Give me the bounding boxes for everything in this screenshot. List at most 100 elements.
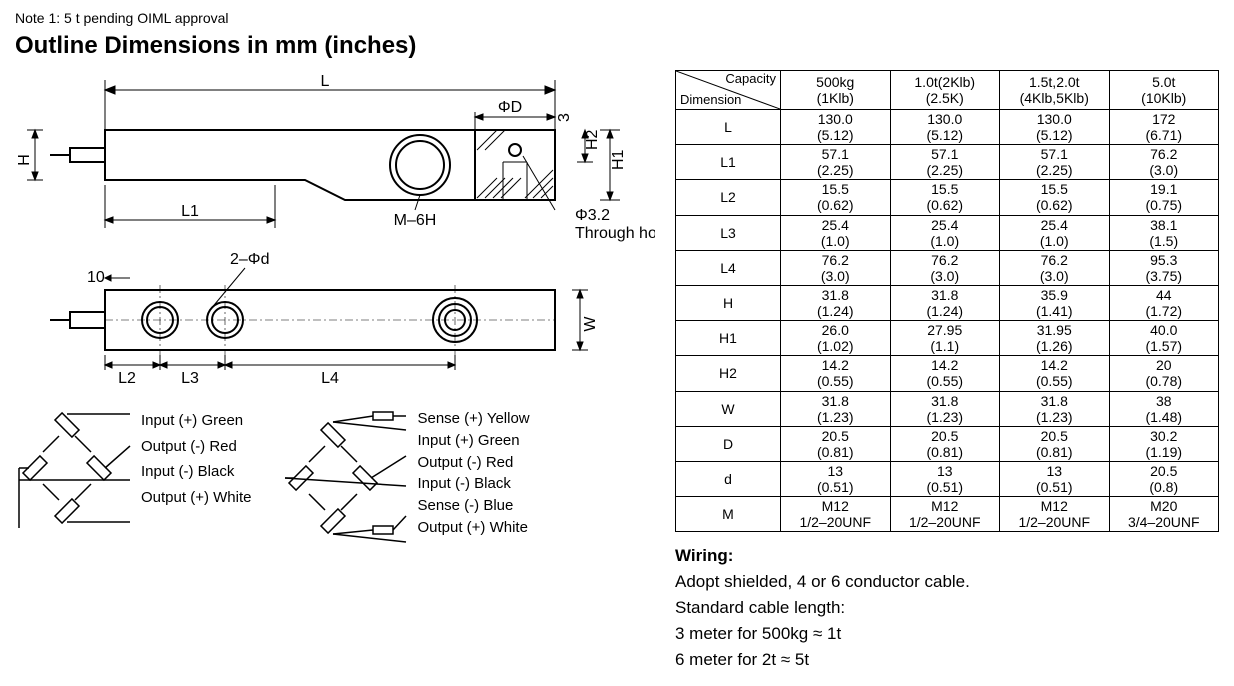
wiring-diagrams: Input (+) Green Output (-) Red Input (-)… [15, 408, 655, 548]
dim-cell: 95.3(3.75) [1109, 250, 1219, 285]
dim-cell: 27.95(1.1) [890, 321, 1000, 356]
dim-cell: 13(0.51) [890, 461, 1000, 496]
wire-label: Sense (-) Blue [417, 495, 529, 517]
dim-cell: 172(6.71) [1109, 110, 1219, 145]
svg-text:2–Φd: 2–Φd [230, 251, 269, 268]
dim-cell: 40.0(1.57) [1109, 321, 1219, 356]
dim-cell: 20.5(0.8) [1109, 461, 1219, 496]
row-name: W [676, 391, 781, 426]
wiring-line: Adopt shielded, 4 or 6 conductor cable. [675, 572, 1219, 592]
dim-cell: 25.4(1.0) [1000, 215, 1110, 250]
wiring-text: Adopt shielded, 4 or 6 conductor cable. … [675, 572, 1219, 670]
svg-text:H1: H1 [610, 149, 627, 170]
dim-cell: M121/2–20UNF [1000, 497, 1110, 532]
svg-text:M–6H: M–6H [394, 212, 437, 229]
col-header: 500kg(1Klb) [781, 71, 891, 110]
wiring-line: 3 meter for 500kg ≈ 1t [675, 624, 1219, 644]
dim-cell: 130.0(5.12) [1000, 110, 1110, 145]
row-name: L [676, 110, 781, 145]
wire-label: Input (+) Green [417, 430, 529, 452]
table-row: MM121/2–20UNFM121/2–20UNFM121/2–20UNFM20… [676, 497, 1219, 532]
dim-cell: M121/2–20UNF [781, 497, 891, 532]
row-name: H1 [676, 321, 781, 356]
dim-cell: 15.5(0.62) [890, 180, 1000, 215]
wire-label: Output (+) White [141, 485, 251, 511]
wire-label: Output (-) Red [417, 452, 529, 474]
bridge-6wire-icon [281, 408, 411, 548]
wiring-4wire-labels: Input (+) Green Output (-) Red Input (-)… [141, 408, 251, 510]
col-header: 5.0t(10Klb) [1109, 71, 1219, 110]
wire-label: Input (+) Green [141, 408, 251, 434]
dim-cell: 31.8(1.23) [1000, 391, 1110, 426]
dim-cell: 57.1(2.25) [1000, 145, 1110, 180]
wiring-6wire-labels: Sense (+) Yellow Input (+) Green Output … [417, 408, 529, 539]
dim-cell: 20.5(0.81) [890, 426, 1000, 461]
dim-cell: 20(0.78) [1109, 356, 1219, 391]
dim-cell: 13(0.51) [1000, 461, 1110, 496]
dim-cell: 130.0(5.12) [890, 110, 1000, 145]
svg-text:L4: L4 [321, 370, 339, 387]
dim-cell: 76.2(3.0) [890, 250, 1000, 285]
wiring-line: 6 meter for 2t ≈ 5t [675, 650, 1219, 670]
row-name: H [676, 285, 781, 320]
svg-text:H: H [16, 154, 33, 166]
dim-cell: 57.1(2.25) [890, 145, 1000, 180]
table-row: L157.1(2.25)57.1(2.25)57.1(2.25)76.2(3.0… [676, 145, 1219, 180]
row-name: L1 [676, 145, 781, 180]
table-row: L215.5(0.62)15.5(0.62)15.5(0.62)19.1(0.7… [676, 180, 1219, 215]
table-row: D20.5(0.81)20.5(0.81)20.5(0.81)30.2(1.19… [676, 426, 1219, 461]
row-name: L4 [676, 250, 781, 285]
dim-cell: 14.2(0.55) [890, 356, 1000, 391]
svg-text:L3: L3 [181, 370, 199, 387]
dim-cell: 31.8(1.24) [781, 285, 891, 320]
table-row: H214.2(0.55)14.2(0.55)14.2(0.55)20(0.78) [676, 356, 1219, 391]
table-row: H126.0(1.02)27.95(1.1)31.95(1.26)40.0(1.… [676, 321, 1219, 356]
svg-text:3: 3 [556, 113, 573, 122]
svg-text:ΦD: ΦD [498, 99, 522, 116]
dim-cell: 38.1(1.5) [1109, 215, 1219, 250]
svg-text:W: W [582, 316, 599, 332]
dim-cell: 20.5(0.81) [781, 426, 891, 461]
dim-cell: 15.5(0.62) [1000, 180, 1110, 215]
top-view-diagram: 2–Φd [15, 250, 655, 400]
svg-text:L1: L1 [181, 203, 199, 220]
dim-cell: 76.2(3.0) [1000, 250, 1110, 285]
dim-cell: 76.2(3.0) [781, 250, 891, 285]
row-name: L2 [676, 180, 781, 215]
row-name: L3 [676, 215, 781, 250]
dim-cell: 76.2(3.0) [1109, 145, 1219, 180]
dim-cell: 31.95(1.26) [1000, 321, 1110, 356]
col-header: 1.0t(2Klb)(2.5K) [890, 71, 1000, 110]
approval-note: Note 1: 5 t pending OIML approval [15, 10, 1219, 26]
row-name: H2 [676, 356, 781, 391]
dim-cell: 31.8(1.24) [890, 285, 1000, 320]
dim-cell: 57.1(2.25) [781, 145, 891, 180]
dim-cell: 44(1.72) [1109, 285, 1219, 320]
dim-cell: 30.2(1.19) [1109, 426, 1219, 461]
dim-cell: 15.5(0.62) [781, 180, 891, 215]
bridge-4wire-icon [15, 408, 135, 528]
dim-cell: M121/2–20UNF [890, 497, 1000, 532]
svg-text:L2: L2 [118, 370, 136, 387]
table-row: L476.2(3.0)76.2(3.0)76.2(3.0)95.3(3.75) [676, 250, 1219, 285]
dim-cell: 130.0(5.12) [781, 110, 891, 145]
dim-cell: 19.1(0.75) [1109, 180, 1219, 215]
wiring-line: Standard cable length: [675, 598, 1219, 618]
dimension-table: Capacity Dimension 500kg(1Klb) 1.0t(2Klb… [675, 70, 1219, 532]
table-row: L130.0(5.12)130.0(5.12)130.0(5.12)172(6.… [676, 110, 1219, 145]
dim-cell: 26.0(1.02) [781, 321, 891, 356]
dim-cell: M203/4–20UNF [1109, 497, 1219, 532]
svg-text:L: L [321, 73, 330, 90]
col-header: 1.5t,2.0t(4Klb,5Klb) [1000, 71, 1110, 110]
table-row: H31.8(1.24)31.8(1.24)35.9(1.41)44(1.72) [676, 285, 1219, 320]
dim-cell: 14.2(0.55) [781, 356, 891, 391]
wire-label: Input (-) Black [141, 459, 251, 485]
table-row: d13(0.51)13(0.51)13(0.51)20.5(0.8) [676, 461, 1219, 496]
dim-cell: 31.8(1.23) [781, 391, 891, 426]
svg-text:10: 10 [87, 269, 105, 286]
svg-text:Φ3.2Through hole: Φ3.2Through hole [575, 207, 655, 242]
dim-cell: 14.2(0.55) [1000, 356, 1110, 391]
page-title: Outline Dimensions in mm (inches) [15, 32, 1219, 60]
table-row: W31.8(1.23)31.8(1.23)31.8(1.23)38(1.48) [676, 391, 1219, 426]
row-name: D [676, 426, 781, 461]
